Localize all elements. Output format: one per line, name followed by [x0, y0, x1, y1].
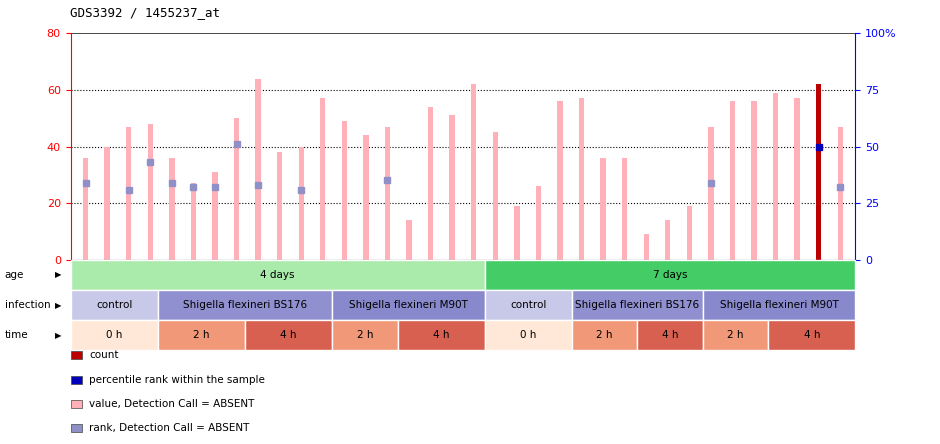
Bar: [234, 118, 240, 260]
Bar: [493, 132, 498, 260]
Text: 0 h: 0 h: [520, 330, 537, 340]
Bar: [703, 320, 768, 350]
Bar: [572, 320, 637, 350]
Text: value, Detection Call = ABSENT: value, Detection Call = ABSENT: [89, 399, 255, 409]
Bar: [158, 320, 245, 350]
Text: ▶: ▶: [55, 301, 61, 309]
Bar: [169, 158, 175, 260]
Text: 2 h: 2 h: [193, 330, 210, 340]
Bar: [838, 127, 843, 260]
Bar: [104, 147, 110, 260]
Text: 4 h: 4 h: [662, 330, 679, 340]
Text: ▶: ▶: [55, 331, 61, 340]
Bar: [708, 127, 713, 260]
Bar: [514, 206, 520, 260]
Bar: [686, 206, 692, 260]
Bar: [637, 320, 703, 350]
Text: control: control: [96, 300, 133, 310]
Bar: [816, 84, 822, 260]
Text: 0 h: 0 h: [106, 330, 122, 340]
Text: GDS3392 / 1455237_at: GDS3392 / 1455237_at: [70, 5, 221, 19]
Bar: [428, 107, 433, 260]
Text: Shigella flexineri M90T: Shigella flexineri M90T: [720, 300, 838, 310]
Text: 2 h: 2 h: [728, 330, 744, 340]
Text: Shigella flexineri BS176: Shigella flexineri BS176: [183, 300, 307, 310]
Bar: [212, 172, 218, 260]
Bar: [126, 127, 132, 260]
Text: 2 h: 2 h: [356, 330, 373, 340]
Bar: [321, 99, 325, 260]
Text: Shigella flexineri M90T: Shigella flexineri M90T: [349, 300, 468, 310]
Bar: [384, 127, 390, 260]
Bar: [299, 147, 304, 260]
Bar: [622, 158, 627, 260]
Text: control: control: [510, 300, 546, 310]
Bar: [579, 99, 585, 260]
Bar: [256, 79, 260, 260]
Bar: [449, 115, 455, 260]
Bar: [398, 320, 485, 350]
Bar: [70, 260, 485, 290]
Text: time: time: [5, 330, 28, 340]
Text: 4 h: 4 h: [280, 330, 297, 340]
Bar: [83, 158, 88, 260]
Text: 7 days: 7 days: [652, 270, 687, 280]
Bar: [644, 234, 649, 260]
Bar: [751, 101, 757, 260]
Text: 4 days: 4 days: [260, 270, 295, 280]
Bar: [191, 183, 196, 260]
Text: rank, Detection Call = ABSENT: rank, Detection Call = ABSENT: [89, 424, 250, 433]
Bar: [768, 320, 855, 350]
Bar: [557, 101, 563, 260]
Bar: [485, 320, 572, 350]
Bar: [245, 320, 332, 350]
Bar: [794, 99, 800, 260]
Bar: [70, 290, 158, 320]
Text: age: age: [5, 270, 24, 280]
Bar: [277, 152, 282, 260]
Bar: [406, 220, 412, 260]
Bar: [341, 121, 347, 260]
Bar: [332, 320, 398, 350]
Bar: [70, 320, 158, 350]
Bar: [773, 93, 778, 260]
Bar: [148, 124, 153, 260]
Bar: [666, 220, 670, 260]
Bar: [471, 84, 477, 260]
Bar: [703, 290, 855, 320]
Bar: [601, 158, 605, 260]
Bar: [485, 290, 572, 320]
Bar: [729, 101, 735, 260]
Text: percentile rank within the sample: percentile rank within the sample: [89, 375, 265, 385]
Text: ▶: ▶: [55, 270, 61, 279]
Text: Shigella flexineri BS176: Shigella flexineri BS176: [575, 300, 699, 310]
Bar: [572, 290, 703, 320]
Text: count: count: [89, 350, 118, 360]
Bar: [536, 186, 541, 260]
Bar: [485, 260, 855, 290]
Bar: [363, 135, 368, 260]
Text: 4 h: 4 h: [804, 330, 820, 340]
Text: infection: infection: [5, 300, 51, 310]
Bar: [158, 290, 332, 320]
Bar: [332, 290, 485, 320]
Text: 2 h: 2 h: [596, 330, 613, 340]
Text: 4 h: 4 h: [433, 330, 449, 340]
